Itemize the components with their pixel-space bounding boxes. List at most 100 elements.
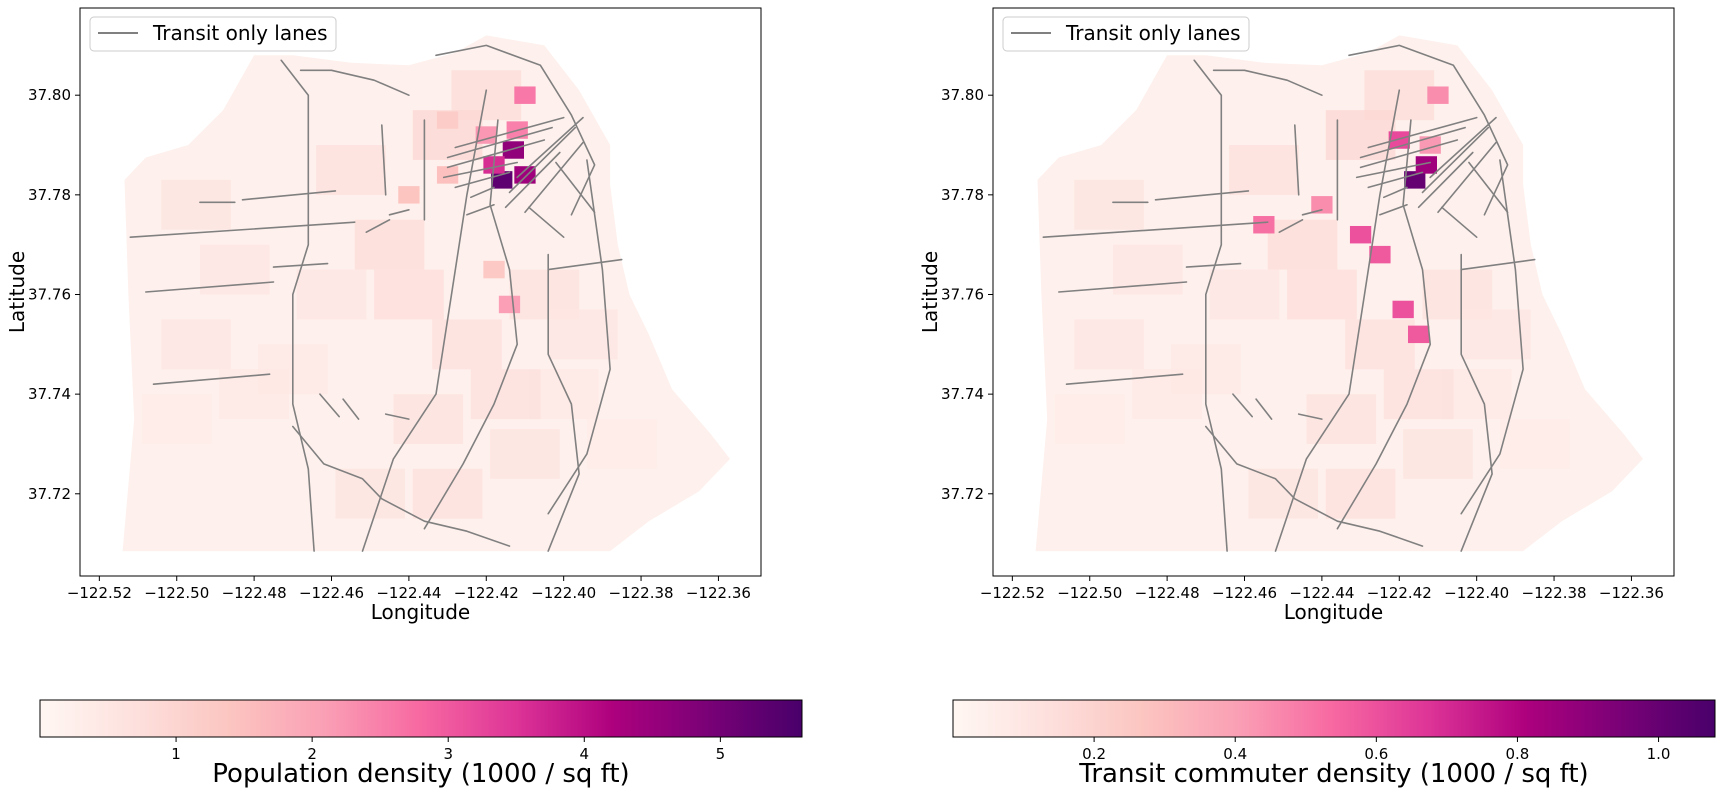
transit-lane: [388, 209, 410, 216]
y-axis-label: Latitude: [5, 251, 29, 333]
tract-tint: [1248, 468, 1319, 519]
legend: Transit only lanes: [1002, 16, 1250, 52]
legend-label: Transit only lanes: [1065, 21, 1240, 45]
x-tick-label: −122.52: [67, 584, 132, 602]
y-axis-ticks: 37.72 37.74 37.76 37.78 37.80: [28, 86, 80, 503]
y-tick-label: 37.72: [941, 485, 984, 503]
x-axis-label: Longitude: [1284, 600, 1383, 624]
x-tick-label: −122.44: [1289, 584, 1354, 602]
colorbar-label: Transit commuter density (1000 / sq ft): [1078, 759, 1588, 789]
tract-hotspot: [1311, 196, 1333, 214]
tract-tint: [296, 269, 367, 320]
tract-hotspot: [436, 111, 459, 129]
transit-lane: [380, 124, 387, 196]
y-tick-label: 37.76: [28, 285, 71, 303]
tract-hotspot: [1349, 225, 1372, 244]
transit-lane: [555, 161, 596, 214]
transit-lane: [1441, 206, 1478, 238]
tract-hotspot: [1415, 156, 1438, 174]
tract-hotspot: [1369, 245, 1391, 264]
transit-lane: [1359, 126, 1466, 159]
transit-lane: [1460, 258, 1536, 271]
tract-tint: [586, 419, 657, 469]
transit-lane: [1379, 204, 1408, 216]
transit-lane: [129, 221, 356, 238]
transit-lane: [547, 253, 580, 552]
tract-tint: [393, 394, 464, 444]
tract-tint: [141, 394, 212, 444]
x-tick-label: −122.52: [980, 584, 1045, 602]
tract-tint: [1383, 369, 1454, 420]
colorbar-tick-label: 1: [171, 745, 181, 763]
tract-tint: [412, 468, 483, 519]
transit-lane: [508, 126, 577, 194]
transit-lane: [1383, 186, 1408, 199]
transit-lane: [1065, 373, 1184, 386]
transit-lane: [1460, 159, 1524, 515]
transit-lane: [342, 398, 360, 420]
transit-lane: [1294, 124, 1300, 196]
transit-lane: [1417, 151, 1474, 209]
tract-tint: [354, 219, 425, 270]
colorbar-tick-label: 3: [443, 745, 453, 763]
x-tick-label: −122.46: [1212, 584, 1277, 602]
colorbar-tick-label: 0.6: [1364, 745, 1388, 763]
colorbar: 1 2 3 4 5 Population density (1000 / sq ft): [39, 699, 803, 789]
tract-hotspot: [436, 166, 459, 184]
transit-lane: [1367, 171, 1424, 189]
transit-lane: [446, 126, 553, 159]
y-tick-label: 37.72: [28, 485, 71, 503]
transit-lane: [442, 161, 519, 179]
transit-lane: [454, 171, 511, 189]
transit-lane: [152, 373, 271, 386]
tract-tint: [432, 319, 502, 370]
tract-tint: [161, 179, 231, 230]
transit-lanes: [129, 44, 623, 552]
colorbar-ticks: 1 2 3 4 5: [171, 737, 725, 763]
tract-tint: [490, 429, 560, 479]
tract-tint: [1074, 179, 1144, 230]
tract-tint: [1325, 110, 1396, 160]
tract-tint: [1345, 319, 1415, 370]
transit-lane: [1212, 69, 1323, 96]
x-tick-label: −122.48: [1135, 584, 1200, 602]
colorbar-tick-label: 4: [580, 745, 590, 763]
transit-lane: [527, 206, 565, 238]
legend: Transit only lanes: [89, 16, 337, 52]
transit-lane: [454, 116, 565, 149]
colorbar-label: Population density (1000 / sq ft): [212, 759, 629, 789]
x-tick-label: −122.40: [1444, 584, 1509, 602]
transit-lane: [1355, 161, 1431, 179]
x-tick-label: −122.44: [376, 584, 441, 602]
census-tracts: [141, 70, 657, 519]
transit-lane: [280, 59, 315, 552]
census-tracts: [1054, 70, 1570, 519]
axes-frame: [79, 7, 762, 577]
x-tick-label: −122.38: [609, 584, 674, 602]
tract-tint: [335, 468, 406, 519]
tract-tint: [1229, 145, 1299, 195]
tract-hotspot: [1392, 300, 1414, 319]
y-axis-ticks: 37.72 37.74 37.76 37.78 37.80: [941, 86, 993, 503]
colorbar-tick-label: 0.2: [1082, 745, 1106, 763]
x-axis-ticks: −122.52 −122.50 −122.48 −122.46 −122.44 −122.…: [980, 576, 1664, 602]
colorbar-gradient: [39, 699, 803, 738]
tract-hotspot: [398, 186, 420, 204]
transit-lane: [291, 425, 511, 547]
transit-lane: [365, 219, 391, 233]
tract-hotspot: [1253, 216, 1275, 234]
transit-lane: [1154, 190, 1250, 201]
y-tick-label: 37.80: [28, 86, 71, 104]
transit-lane: [524, 141, 584, 214]
x-tick-label: −122.36: [1599, 584, 1664, 602]
x-tick-label: −122.46: [299, 584, 364, 602]
legend-label: Transit only lanes: [152, 21, 327, 45]
transit-lane: [1205, 425, 1424, 547]
transit-lane: [547, 159, 611, 515]
tract-hotspot: [483, 260, 505, 279]
y-tick-label: 37.74: [28, 385, 71, 403]
y-tick-label: 37.80: [941, 86, 984, 104]
tract-hotspot: [514, 166, 536, 184]
transit-lane: [423, 119, 519, 530]
transit-lane: [466, 204, 495, 216]
